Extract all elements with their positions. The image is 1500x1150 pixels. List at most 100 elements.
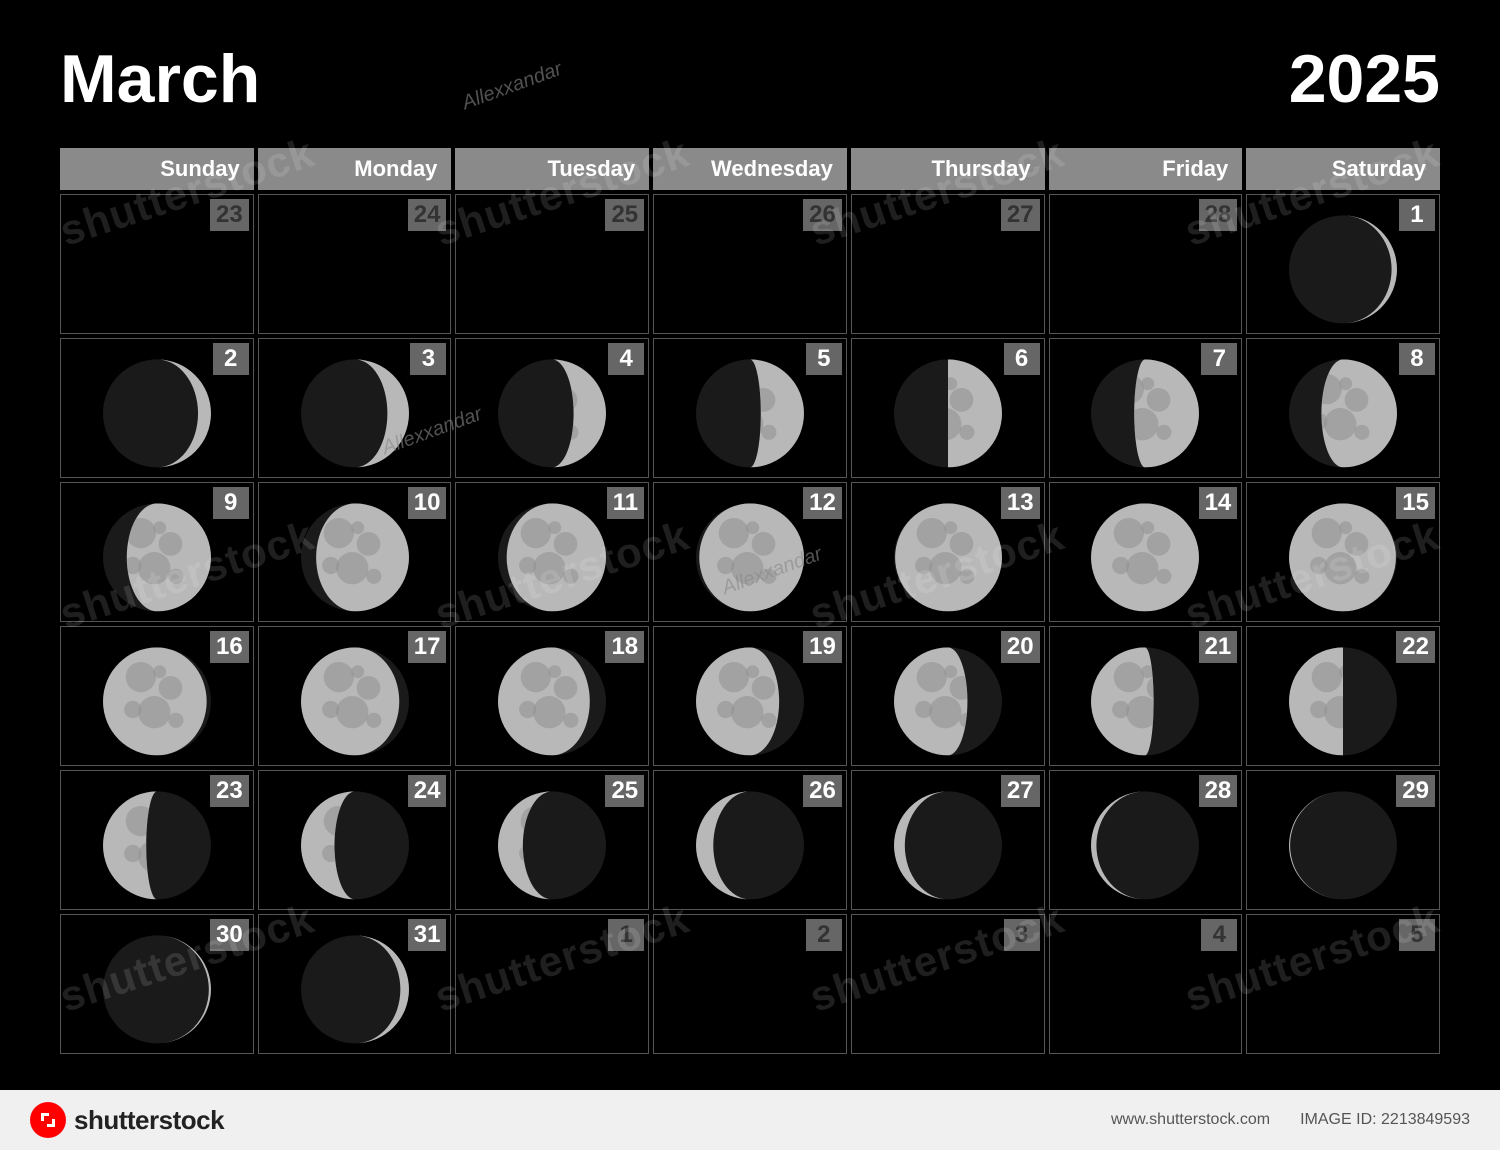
moon-phase-icon: [301, 503, 409, 611]
date-badge: 29: [1396, 775, 1435, 807]
calendar-cell: 10: [258, 482, 452, 622]
moon-phase-icon: [103, 647, 211, 755]
date-badge: 6: [1004, 343, 1040, 375]
calendar-cell: 3: [851, 914, 1045, 1054]
calendar-header: March 2025: [60, 40, 1440, 118]
day-header: Tuesday: [455, 148, 649, 190]
moon-phase-icon: [1289, 791, 1397, 899]
moon-phase-icon: [498, 359, 606, 467]
calendar-cell: 5: [653, 338, 847, 478]
stock-brand: shutterstock: [30, 1102, 224, 1138]
date-badge: 23: [210, 775, 249, 807]
calendar-cell: 25: [455, 770, 649, 910]
calendar-grid: SundayMondayTuesdayWednesdayThursdayFrid…: [60, 148, 1440, 1054]
calendar-cell: 28: [1049, 770, 1243, 910]
calendar-cell: 18: [455, 626, 649, 766]
date-badge: 8: [1399, 343, 1435, 375]
moon-phase-icon: [894, 791, 1002, 899]
date-badge: 2: [213, 343, 249, 375]
moon-phase-icon: [1289, 359, 1397, 467]
moon-phase-icon: [696, 503, 804, 611]
date-badge: 30: [210, 919, 249, 951]
moon-phase-icon: [696, 647, 804, 755]
calendar-cell: 11: [455, 482, 649, 622]
moon-phase-icon: [894, 359, 1002, 467]
date-badge: 22: [1396, 631, 1435, 663]
stock-url: www.shutterstock.com: [1111, 1111, 1270, 1129]
calendar-cell: 19: [653, 626, 847, 766]
month-title: March: [60, 40, 260, 118]
calendar-cell: 3: [258, 338, 452, 478]
calendar-cell: 7: [1049, 338, 1243, 478]
date-badge: 19: [803, 631, 842, 663]
date-badge: 16: [210, 631, 249, 663]
moon-phase-icon: [103, 359, 211, 467]
date-badge: 10: [408, 487, 447, 519]
day-header: Monday: [258, 148, 452, 190]
date-badge: 21: [1199, 631, 1238, 663]
date-badge: 20: [1001, 631, 1040, 663]
date-badge: 11: [607, 487, 644, 519]
moon-phase-icon: [103, 935, 211, 1043]
moon-phase-icon: [1091, 359, 1199, 467]
moon-phase-icon: [301, 647, 409, 755]
date-badge: 3: [1004, 919, 1040, 951]
calendar-cell: 27: [851, 194, 1045, 334]
moon-phase-icon: [696, 791, 804, 899]
calendar-cell: 12: [653, 482, 847, 622]
date-badge: 5: [806, 343, 842, 375]
stock-image-id: IMAGE ID: 2213849593: [1300, 1111, 1470, 1129]
calendar-cell: 24: [258, 770, 452, 910]
calendar-cell: 20: [851, 626, 1045, 766]
moon-phase-icon: [301, 791, 409, 899]
date-badge: 28: [1199, 199, 1238, 231]
calendar-cell: 9: [60, 482, 254, 622]
date-badge: 4: [1201, 919, 1237, 951]
date-badge: 27: [1001, 199, 1040, 231]
moon-phase-icon: [498, 503, 606, 611]
calendar-cell: 1: [455, 914, 649, 1054]
date-badge: 2: [806, 919, 842, 951]
calendar-cell: 26: [653, 194, 847, 334]
calendar-cell: 2: [60, 338, 254, 478]
date-badge: 12: [803, 487, 842, 519]
moon-phase-icon: [894, 647, 1002, 755]
calendar-cell: 6: [851, 338, 1045, 478]
date-badge: 25: [605, 199, 644, 231]
date-badge: 15: [1396, 487, 1435, 519]
moon-phase-icon: [498, 791, 606, 899]
calendar-cell: 4: [455, 338, 649, 478]
moon-phase-icon: [103, 503, 211, 611]
calendar-cell: 13: [851, 482, 1045, 622]
date-badge: 17: [408, 631, 447, 663]
calendar-cell: 26: [653, 770, 847, 910]
calendar-container: March 2025 SundayMondayTuesdayWednesdayT…: [0, 0, 1500, 1114]
date-badge: 4: [608, 343, 644, 375]
date-badge: 27: [1001, 775, 1040, 807]
date-badge: 13: [1001, 487, 1040, 519]
moon-phase-icon: [894, 503, 1002, 611]
moon-phase-icon: [103, 791, 211, 899]
moon-phase-icon: [1091, 791, 1199, 899]
date-badge: 24: [408, 775, 447, 807]
calendar-cell: 4: [1049, 914, 1243, 1054]
stock-footer: shutterstock www.shutterstock.com IMAGE …: [0, 1090, 1500, 1150]
day-header: Sunday: [60, 148, 254, 190]
date-badge: 5: [1399, 919, 1435, 951]
moon-phase-icon: [1091, 647, 1199, 755]
calendar-cell: 1: [1246, 194, 1440, 334]
day-header: Thursday: [851, 148, 1045, 190]
calendar-cell: 30: [60, 914, 254, 1054]
date-badge: 26: [803, 199, 842, 231]
day-header: Friday: [1049, 148, 1243, 190]
calendar-cell: 22: [1246, 626, 1440, 766]
calendar-cell: 2: [653, 914, 847, 1054]
moon-phase-icon: [1289, 503, 1397, 611]
calendar-cell: 5: [1246, 914, 1440, 1054]
calendar-cell: 16: [60, 626, 254, 766]
calendar-cell: 23: [60, 194, 254, 334]
shutterstock-logo-icon: [30, 1102, 66, 1138]
year-title: 2025: [1289, 40, 1440, 118]
calendar-cell: 29: [1246, 770, 1440, 910]
calendar-cell: 23: [60, 770, 254, 910]
